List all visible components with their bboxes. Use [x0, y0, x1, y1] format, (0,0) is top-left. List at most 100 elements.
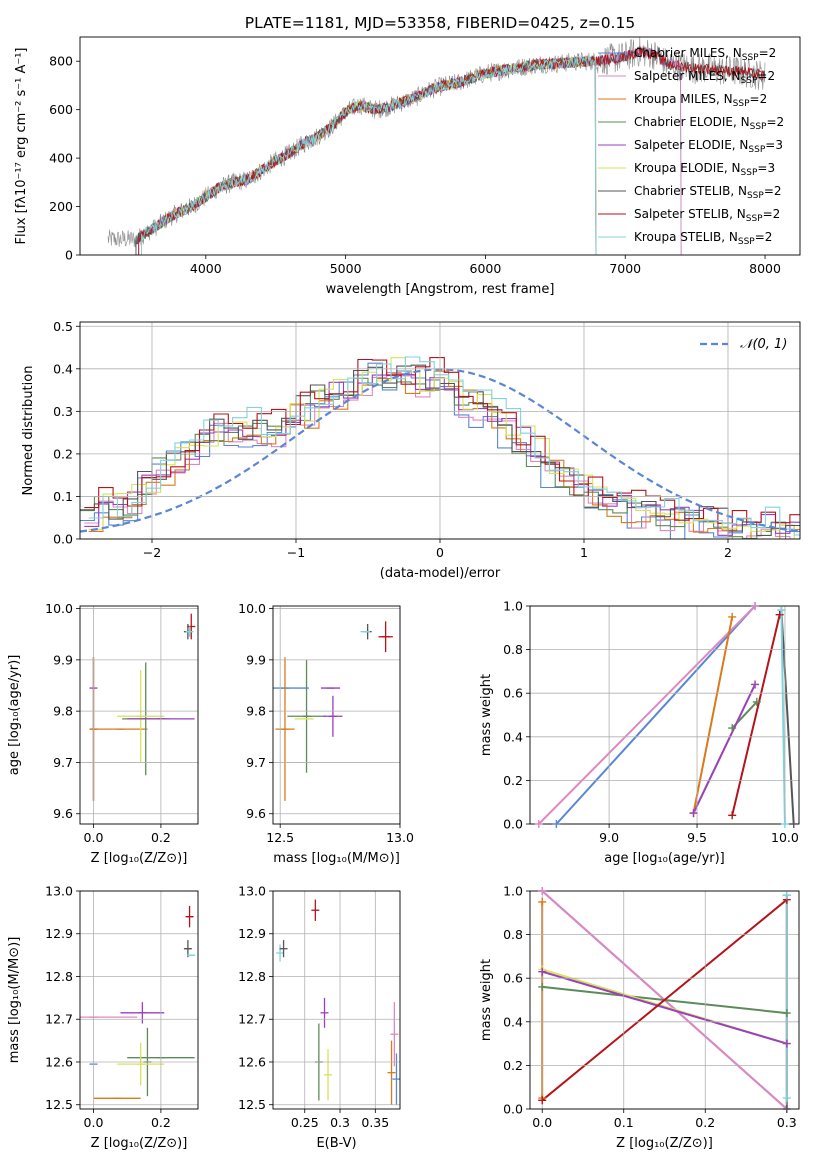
y-tick-label: 0.3: [53, 404, 73, 419]
legend-entry: Salpeter ELODIE, NSSP=3: [634, 138, 783, 155]
figure-title: PLATE=1181, MJD=53358, FIBERID=0425, z=0…: [245, 14, 635, 32]
mass-weight-marker: [538, 1096, 547, 1105]
x-tick-label: 1: [580, 545, 588, 560]
residual-histogram-salpeter-miles: [84, 372, 800, 539]
error-bar-point: [390, 1002, 399, 1067]
y-tick-label: 0.4: [503, 729, 523, 744]
age-vs-mass-panel: 12.5 13.0 9.6 9.7 9.8 9.9 10.0 mass [log₁₀(M/M⊙…: [238, 601, 414, 866]
y-tick-label: 9.7: [53, 755, 73, 770]
y-tick-label: 0.2: [53, 446, 73, 461]
y-tick-label: 12.5: [238, 1097, 266, 1112]
plot-area: [541, 891, 788, 1109]
x-axis-label: wavelength [Angstrom, rest frame]: [326, 282, 555, 297]
mass-weight-marker: [538, 967, 547, 976]
model-spectrum-line-salpeter-elodie: [138, 56, 597, 255]
x-tick-label: 12.5: [266, 830, 294, 845]
plot-area: [89, 613, 196, 801]
y-tick-label: 13.0: [238, 884, 266, 899]
model-spectrum-line-kroupa-elodie: [141, 56, 597, 255]
mass-weight-marker: [728, 724, 737, 733]
x-tick-label: 0.25: [291, 1115, 319, 1130]
y-tick-label: 1.0: [503, 884, 523, 899]
legend-entry: Salpeter MILES, NSSP=2: [634, 69, 775, 86]
model-spectrum-line-chabrier-elodie: [135, 56, 597, 255]
y-tick-label: 9.8: [53, 704, 73, 719]
spectrum-panel: 4000 5000 6000 7000 8000 0 200 400 600 800 wavelen…: [14, 36, 801, 297]
y-axis-label: Normed distribution: [21, 366, 36, 496]
y-tick-label: 10.0: [45, 601, 73, 616]
x-tick-label: 0.2: [151, 830, 171, 845]
mass-weight-line-chabrier-miles: [555, 606, 756, 824]
y-tick-label: 13.0: [45, 884, 73, 899]
mass-weight-marker: [775, 610, 784, 619]
residual-histogram-salpeter-elodie: [84, 374, 800, 536]
x-axis-label: age [log₁₀(age/yr)]: [604, 851, 725, 866]
legend-entry: 𝒩(0, 1): [740, 337, 787, 352]
y-tick-label: 0.6: [503, 971, 523, 986]
residual-histogram-kroupa-stelib: [88, 356, 800, 536]
mass-weight-marker: [789, 820, 798, 828]
mass-weight-marker: [751, 602, 760, 610]
y-tick-label: 12.8: [238, 969, 266, 984]
axes-frame: [79, 605, 199, 825]
mass-weight-marker: [751, 680, 760, 689]
y-tick-label: 12.9: [45, 926, 73, 941]
x-tick-label: 0.0: [532, 1115, 552, 1130]
model-spectrum-line-salpeter-miles: [138, 46, 682, 255]
y-tick-label: 12.6: [45, 1054, 73, 1069]
y-tick-label: 12.9: [238, 926, 266, 941]
y-tick-label: 0.4: [53, 361, 73, 376]
y-axis-label: mass weight: [479, 674, 494, 756]
y-tick-label: 0.8: [503, 927, 523, 942]
model-spectrum-line-kroupa-stelib: [141, 56, 597, 255]
y-tick-label: 10.0: [238, 601, 266, 616]
y-tick-label: 600: [49, 102, 73, 117]
y-tick-label: 0.2: [503, 1058, 523, 1073]
mass-vs-metallicity-panel: 0.0 0.2 12.5 12.6 12.7 12.8 12.9 13.0 Z [log₁₀(Z…: [7, 884, 199, 1151]
error-bar-point: [311, 899, 320, 921]
y-axis-label: Flux [fλ10⁻¹⁷ erg cm⁻² s⁻¹ A⁻¹]: [14, 48, 29, 245]
y-tick-label: 1.0: [503, 599, 523, 614]
mass-weight-marker: [538, 887, 547, 895]
mass-weight-marker: [782, 891, 791, 900]
mass-weight-marker: [552, 820, 561, 828]
mass-weight-marker: [728, 612, 737, 621]
x-tick-label: 0.2: [695, 1115, 715, 1130]
y-tick-label: 400: [49, 151, 73, 166]
x-tick-label: 10.0: [771, 830, 799, 845]
y-tick-label: 9.8: [246, 704, 266, 719]
plot-area: [273, 621, 393, 801]
error-bar-point: [320, 997, 329, 1028]
x-tick-label: 6000: [470, 261, 502, 276]
x-tick-label: 2: [724, 545, 732, 560]
y-axis-label: mass [log₁₀(M/M⊙)]: [7, 937, 22, 1064]
y-axis-label: mass weight: [479, 959, 494, 1041]
mass-weight-line-kroupa-miles: [692, 616, 734, 814]
x-tick-label: 9.0: [599, 830, 619, 845]
mass-weight-marker: [728, 811, 737, 820]
legend-entry: Kroupa STELIB, NSSP=2: [634, 230, 772, 247]
x-tick-label: 13.0: [386, 830, 414, 845]
y-tick-label: 0.0: [53, 532, 73, 547]
x-tick-label: 8000: [749, 261, 781, 276]
axes-frame: [79, 890, 199, 1110]
model-spectrum-line-chabrier-stelib: [135, 45, 766, 255]
legend-entry: Chabrier STELIB, NSSP=2: [634, 184, 782, 201]
plot-area: [276, 899, 400, 1105]
mass-weight-line-salpeter-miles: [538, 606, 756, 824]
plot-area: [538, 606, 795, 824]
x-axis-label: mass [log₁₀(M/M⊙)]: [273, 851, 400, 866]
x-axis-label: E(B-V): [316, 1136, 356, 1151]
x-tick-label: 0: [436, 545, 444, 560]
x-axis-label: (data-model)/error: [380, 566, 501, 581]
y-tick-label: 9.7: [246, 755, 266, 770]
model-spectrum-line-chabrier-miles: [135, 48, 682, 255]
x-tick-label: 0.1: [614, 1115, 634, 1130]
plot-area: [80, 356, 800, 539]
weight-vs-age-panel: 9.0 9.5 10.0 0.0 0.2 0.4 0.6 0.8 1.0 age [log₁₀(a…: [479, 599, 800, 866]
mass-weight-line-salpeter-elodie: [692, 684, 756, 814]
legend-entry: Chabrier ELODIE, NSSP=2: [634, 115, 784, 132]
x-tick-label: 7000: [609, 261, 641, 276]
spectrum-legend: Chabrier MILES, NSSP=2 Salpeter MILES, NS…: [598, 46, 784, 247]
axes-frame: [529, 605, 800, 825]
